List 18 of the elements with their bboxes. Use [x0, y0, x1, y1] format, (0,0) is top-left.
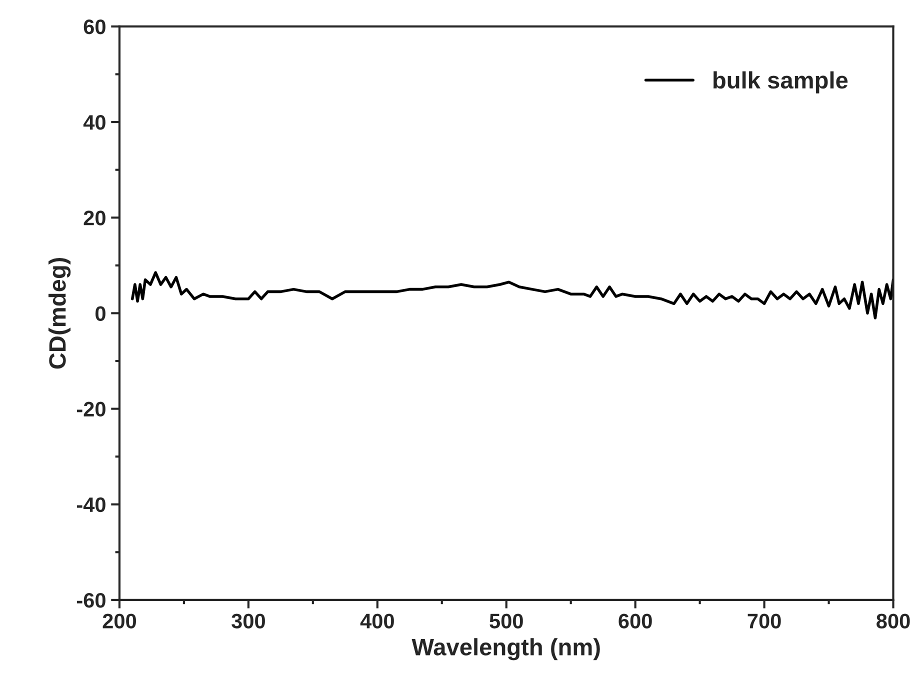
y-tick-label: 40	[83, 115, 106, 130]
y-tick-label: -20	[76, 402, 106, 417]
x-tick-label: 200	[102, 614, 136, 628]
x-tick-label: 800	[876, 614, 910, 628]
y-tick-label: 60	[84, 19, 106, 34]
x-tick-label: 400	[360, 614, 394, 628]
y-tick-label: -40	[76, 497, 106, 512]
x-tick-label: 300	[232, 614, 265, 628]
line-series	[130, 271, 894, 320]
x-axis-title: Wavelength (nm)	[412, 638, 600, 660]
x-tick-label: 600	[618, 614, 652, 628]
x-tick-label: 700	[748, 614, 781, 628]
y-axis-title: CD(mdeg)	[48, 258, 71, 369]
y-tick-label: 0	[96, 306, 106, 321]
legend-label: bulk sample	[714, 71, 848, 94]
x-tick-label: 500	[490, 614, 523, 628]
y-tick-label: 20	[84, 210, 106, 226]
y-tick-label: -60	[76, 592, 106, 608]
